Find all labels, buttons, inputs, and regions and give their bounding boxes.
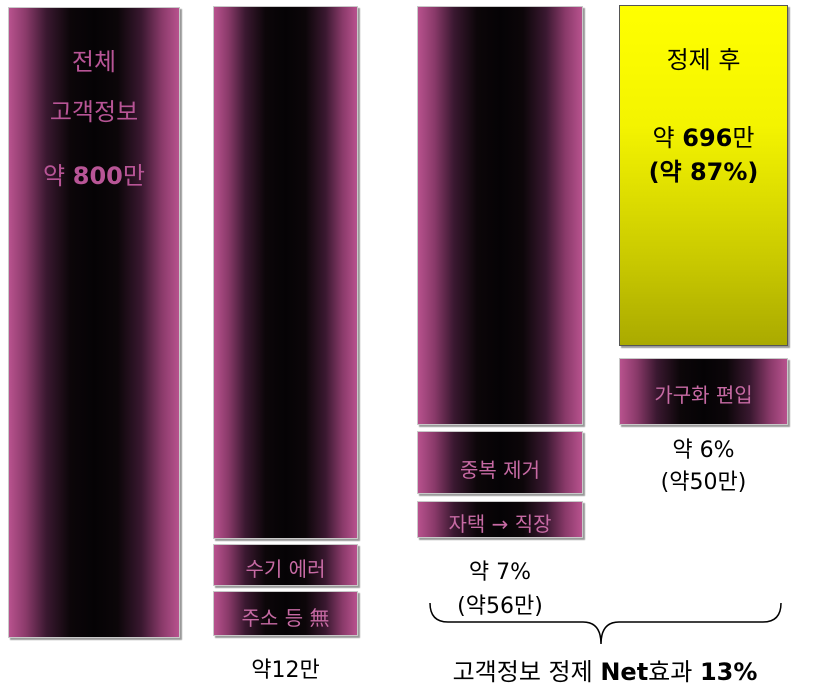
dedupe-caption-line1: 약 7% <box>468 560 532 585</box>
net-effect-summary: 고객정보 정제 Net효과 13% <box>452 658 758 686</box>
dedupe-label: 중복 제거 <box>460 458 540 482</box>
manual-caption: 약12만 <box>251 658 320 683</box>
total-label-line2: 고객정보 <box>49 98 139 126</box>
total-label-line3: 약 800만 <box>43 162 145 190</box>
no-address-label: 주소 등 無 <box>241 606 330 630</box>
household-caption-line2: (약50만) <box>660 470 747 495</box>
household-bar: 가구화 편입 <box>619 358 788 425</box>
dedupe-bar: 중복 제거 <box>417 431 583 494</box>
no-address-bar: 주소 등 無 <box>213 591 358 636</box>
after-cleanse-percent: (약 87%) <box>648 158 759 186</box>
dedupe-caption-line2: (약56만) <box>457 594 543 619</box>
home-to-work-label: 자택 → 직장 <box>448 512 552 536</box>
after-cleanse-count: 약 696만 <box>652 124 755 152</box>
total-customer-bar: 전체 고객정보 약 800만 <box>8 7 180 638</box>
after-cleanse-title: 정제 후 <box>666 46 741 74</box>
household-label: 가구화 편입 <box>654 383 753 407</box>
household-caption-line1: 약 6% <box>672 438 735 463</box>
dedupe-main-bar <box>417 6 583 425</box>
after-cleanse-box: 정제 후 약 696만 (약 87%) <box>619 5 788 346</box>
manual-error-label: 수기 에러 <box>245 557 326 581</box>
manual-main-bar <box>213 6 358 539</box>
total-label-line1: 전체 <box>71 48 117 76</box>
manual-error-bar: 수기 에러 <box>213 544 358 586</box>
home-to-work-bar: 자택 → 직장 <box>417 501 583 538</box>
